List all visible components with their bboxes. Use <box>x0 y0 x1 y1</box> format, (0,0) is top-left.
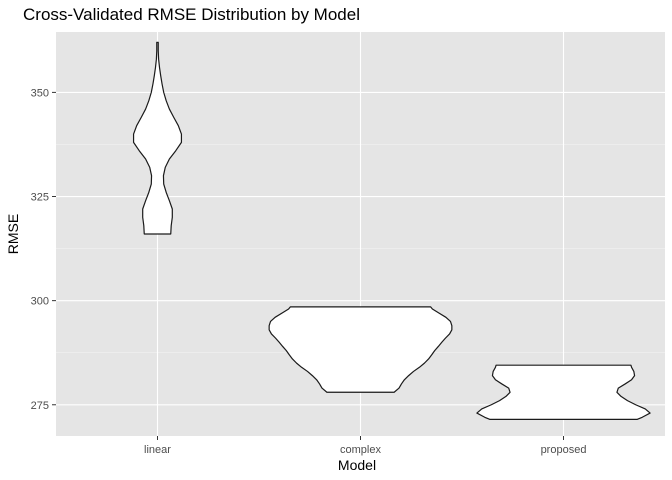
x-tick-label: proposed <box>541 444 587 456</box>
y-tick-label: 325 <box>31 192 49 204</box>
x-tick-label: complex <box>340 444 381 456</box>
y-axis-title: RMSE <box>5 214 21 254</box>
y-tick-label: 300 <box>31 296 49 308</box>
y-tick-label: 275 <box>31 400 49 412</box>
violin-linear <box>132 41 183 235</box>
violin-proposed <box>476 364 651 420</box>
x-tick-label: linear <box>144 444 171 456</box>
y-axis: 275 300 325 350 <box>31 87 56 412</box>
x-axis: linear complex proposed <box>144 436 586 456</box>
violin-complex <box>268 306 453 393</box>
x-axis-title: Model <box>338 457 376 473</box>
chart-title: Cross-Validated RMSE Distribution by Mod… <box>23 5 360 24</box>
violins <box>132 41 651 420</box>
y-tick-label: 350 <box>31 87 49 99</box>
